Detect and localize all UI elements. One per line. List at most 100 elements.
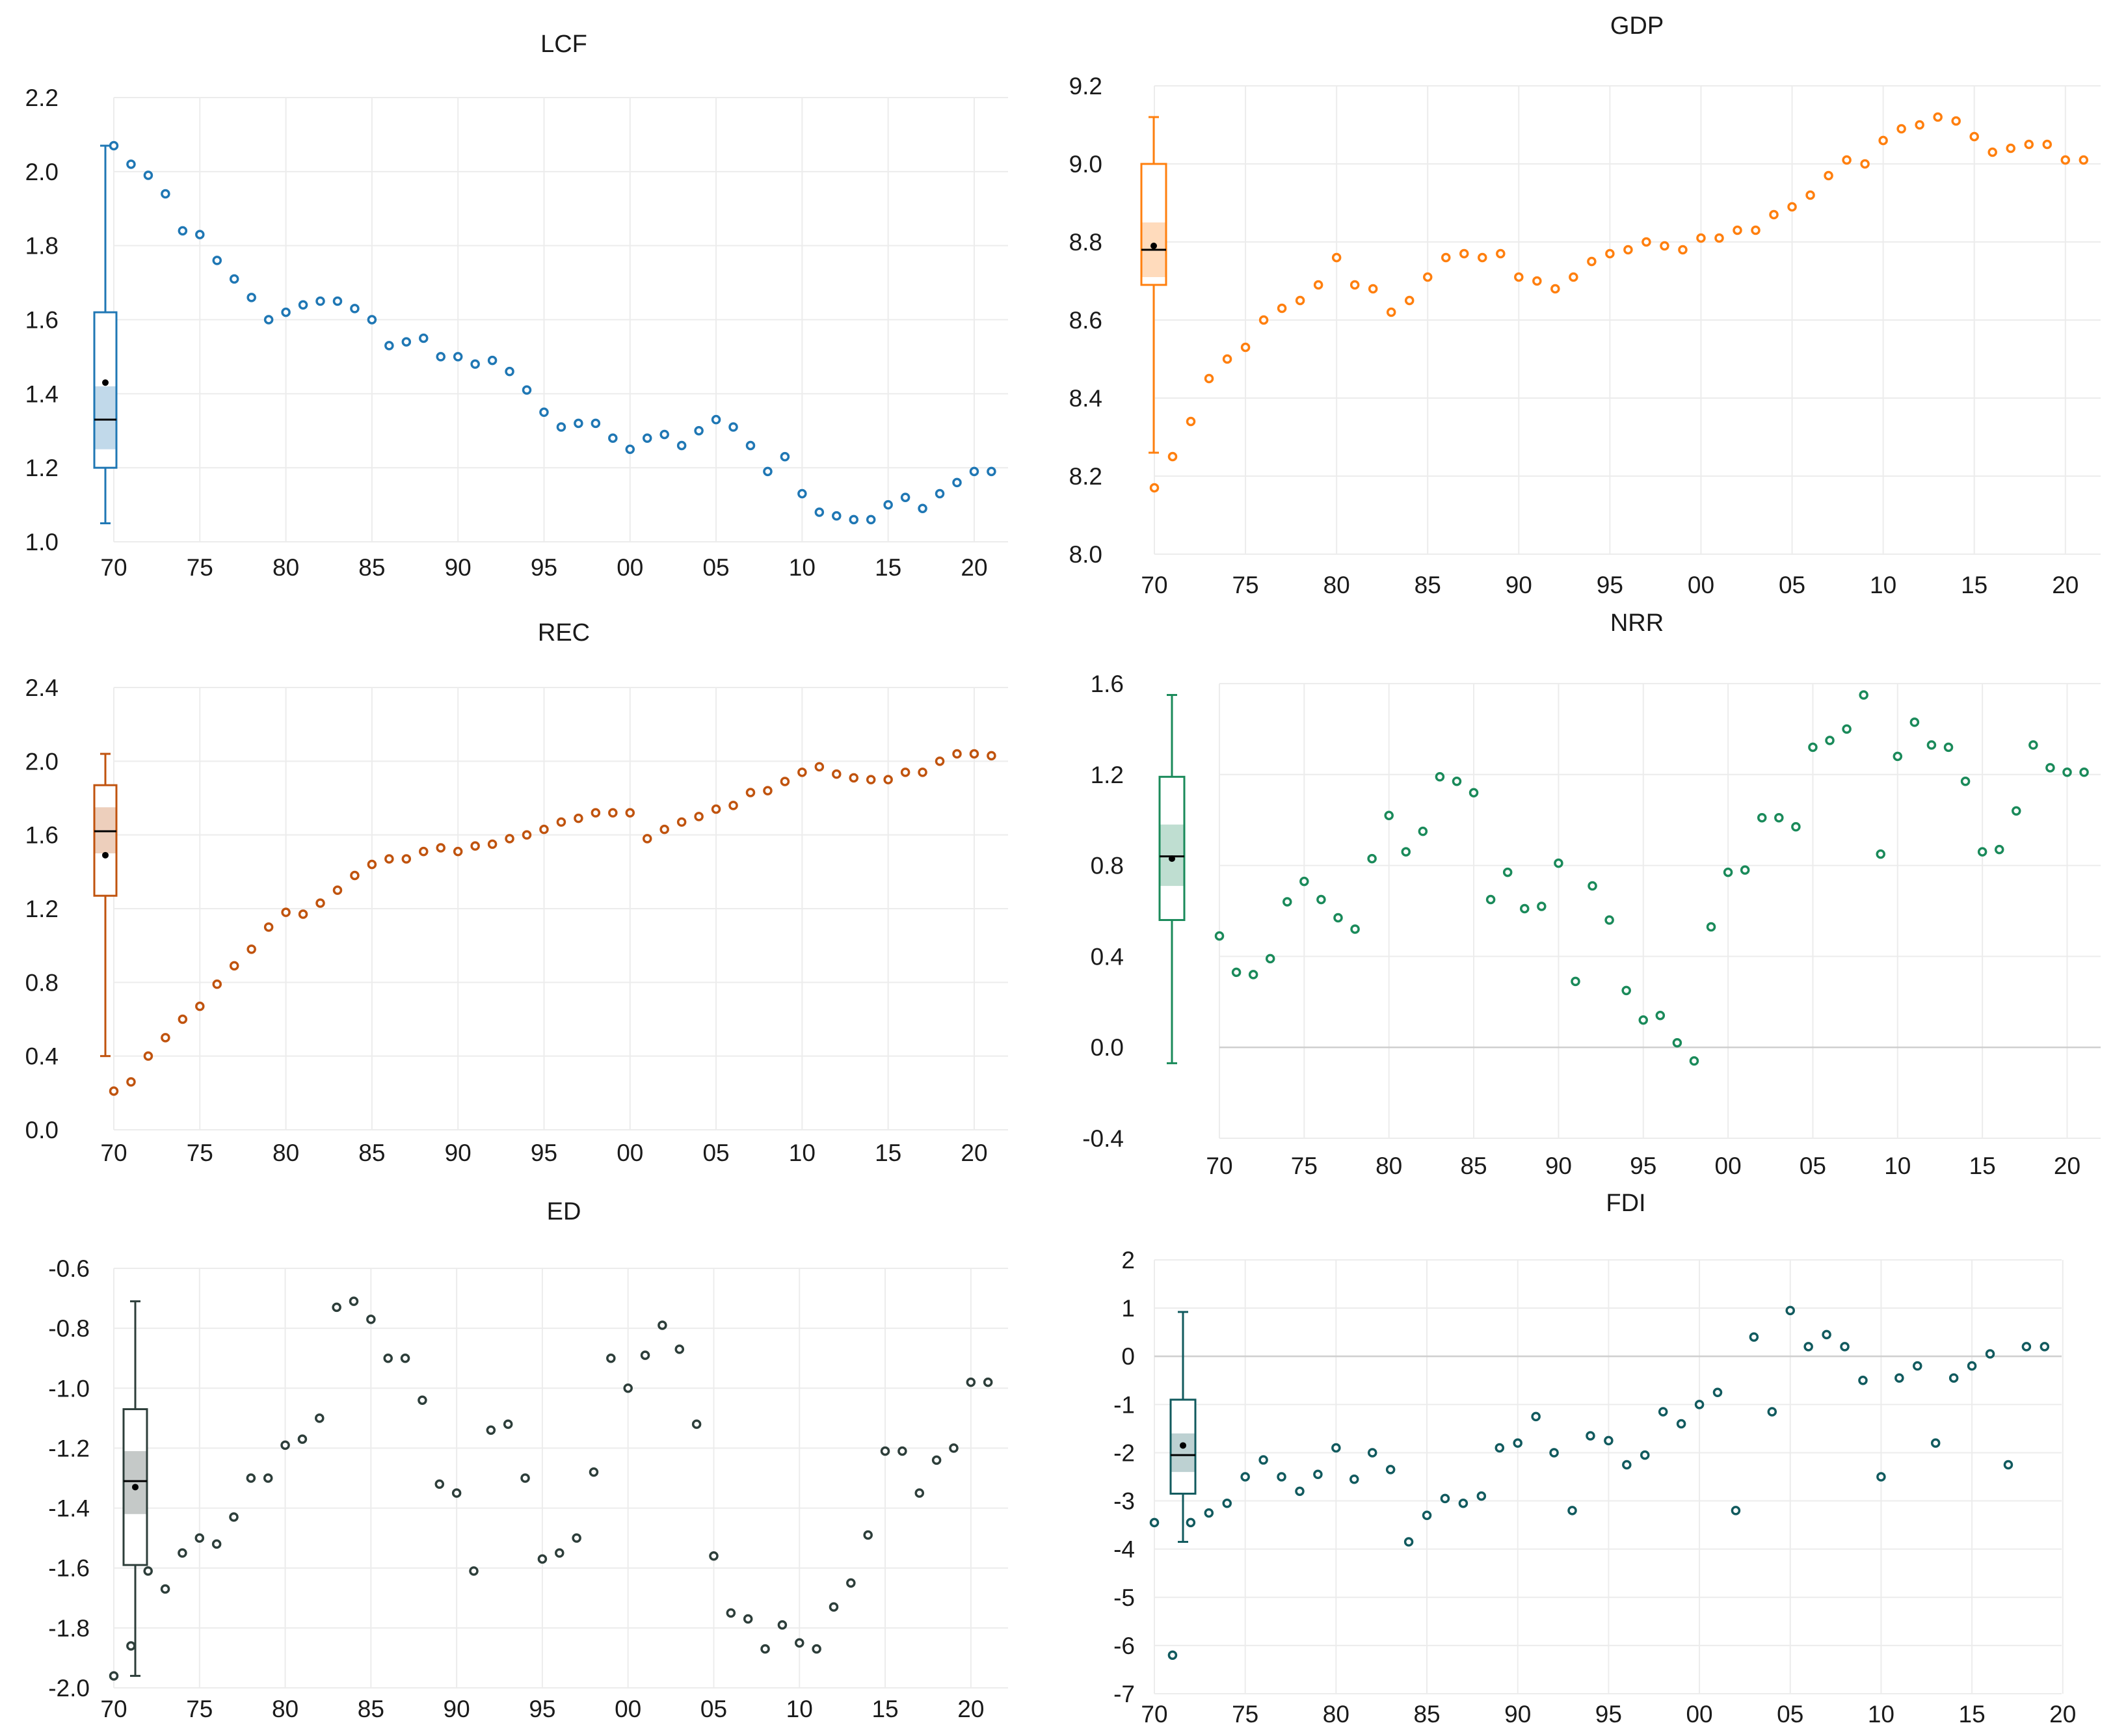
ed-data-point (160, 1584, 170, 1594)
rec-chart-title: REC (538, 619, 590, 647)
ed-data-point (315, 1413, 325, 1423)
nrr-x-tick-label: 15 (1969, 1153, 1996, 1179)
rec-x-tick-label: 05 (702, 1140, 729, 1166)
nrr-y-tick-label: 1.6 (1091, 671, 1124, 697)
fdi-data-point (2021, 1342, 2032, 1352)
ed-data-point (914, 1488, 925, 1498)
rec-data-point (763, 786, 773, 795)
rec-data-point (350, 870, 360, 881)
lcf-data-point (814, 507, 825, 517)
fdi-data-point (2003, 1460, 2013, 1470)
lcf-data-point (332, 296, 343, 306)
ed-data-point (623, 1383, 633, 1393)
lcf-data-point (574, 418, 583, 429)
rec-data-point (676, 817, 687, 827)
lcf-x-tick-label: 00 (617, 554, 643, 581)
rec-data-point (556, 817, 566, 827)
lcf-data-point (453, 352, 463, 362)
lcf-data-point (281, 307, 291, 317)
gdp-y-tick-label: 8.6 (1069, 307, 1102, 334)
rec-data-point (263, 922, 274, 932)
nrr-data-point (1265, 954, 1275, 964)
ed-data-point (589, 1467, 599, 1477)
nrr-data-point (1757, 812, 1767, 823)
rec-data-point (900, 768, 910, 777)
nrr-data-point (1299, 876, 1309, 887)
fdi-box-median-band (1171, 1433, 1195, 1473)
gdp-data-point (1186, 416, 1196, 427)
rec-x-tick-label: 70 (100, 1140, 127, 1166)
fdi-y-tick-label: 0 (1121, 1343, 1135, 1370)
gdp-data-point (1404, 295, 1415, 306)
panel-ed: ED -2.0 -1.8 -1.6 -1.4 -1.2 -1.0 -0.8 -0.6 70 75 80… (48, 1198, 1008, 1722)
fdi-chart-title: FDI (1606, 1190, 1645, 1217)
rec-data-point (969, 749, 979, 759)
nrr-data-point (1435, 772, 1445, 782)
rec-x-tick-label: 95 (531, 1140, 557, 1166)
rec-data-point (229, 961, 239, 971)
gdp-data-point (1478, 252, 1487, 263)
ed-x-tick-label: 95 (529, 1696, 555, 1722)
nrr-x-tick-label: 20 (2054, 1153, 2080, 1179)
nrr-data-point (1672, 1037, 1682, 1048)
nrr-x-tick-label: 85 (1460, 1153, 1487, 1179)
gdp-data-point (1824, 170, 1833, 181)
gdp-x-tick-label: 95 (1597, 572, 1623, 598)
ed-data-point (674, 1344, 685, 1354)
fdi-y-tick-label: -6 (1113, 1633, 1135, 1659)
nrr-data-point (2012, 806, 2021, 816)
ed-data-point (246, 1473, 256, 1483)
fdi-data-point (1749, 1332, 1759, 1342)
fdi-data-point (1785, 1305, 1795, 1316)
ed-data-point (229, 1512, 239, 1522)
nrr-x-tick-label: 75 (1291, 1153, 1318, 1179)
gdp-x-tick-label: 90 (1506, 572, 1532, 598)
fdi-data-point (1731, 1506, 1741, 1516)
gdp-data-point (1933, 112, 1943, 122)
lcf-data-point (126, 159, 136, 169)
gdp-y-tick-label: 8.2 (1069, 463, 1102, 490)
rec-y-tick-label: 1.2 (25, 896, 59, 922)
lcf-data-point (315, 296, 325, 306)
nrr-data-point (1842, 724, 1852, 734)
ed-data-point (383, 1353, 393, 1363)
gdp-data-point (1605, 248, 1615, 259)
rec-data-point (332, 885, 343, 895)
lcf-chart-title: LCF (540, 31, 587, 58)
fdi-data-point (1858, 1376, 1868, 1385)
rec-data-point (195, 1001, 205, 1011)
fdi-data-point (1440, 1493, 1450, 1504)
fdi-data-point (1531, 1411, 1541, 1422)
fdi-data-point (1258, 1455, 1268, 1465)
fdi-data-point (1586, 1431, 1595, 1441)
nrr-x-tick-label: 80 (1375, 1153, 1402, 1179)
gdp-data-point (1532, 276, 1542, 286)
gdp-data-point (1441, 252, 1451, 263)
ed-chart-title: ED (547, 1198, 581, 1225)
ed-data-point (846, 1578, 856, 1588)
rec-x-tick-label: 10 (789, 1140, 816, 1166)
nrr-x-tick-label: 95 (1630, 1153, 1656, 1179)
rec-data-point (849, 773, 858, 783)
nrr-data-point (1706, 922, 1716, 932)
nrr-data-point (1926, 740, 1937, 750)
nrr-data-point (1740, 865, 1750, 875)
rec-box-mean (102, 851, 109, 859)
gdp-data-point (1714, 233, 1724, 243)
fdi-data-point (1167, 1650, 1178, 1660)
fdi-data-point (1367, 1448, 1377, 1458)
nrr-data-point (1791, 821, 1801, 832)
fdi-data-point (1186, 1517, 1196, 1528)
gdp-data-point (1313, 280, 1323, 290)
lcf-data-point (780, 451, 790, 462)
nrr-x-tick-label: 00 (1715, 1153, 1742, 1179)
ed-data-point (349, 1296, 359, 1306)
gdp-data-point (1204, 373, 1214, 384)
ed-data-point (434, 1479, 445, 1489)
nrr-data-point (1537, 901, 1547, 911)
nrr-data-point (1367, 853, 1377, 864)
ed-data-point (949, 1443, 959, 1453)
ed-data-point (211, 1539, 222, 1549)
gdp-data-point (1641, 237, 1651, 247)
lcf-box-median-band (95, 386, 116, 449)
